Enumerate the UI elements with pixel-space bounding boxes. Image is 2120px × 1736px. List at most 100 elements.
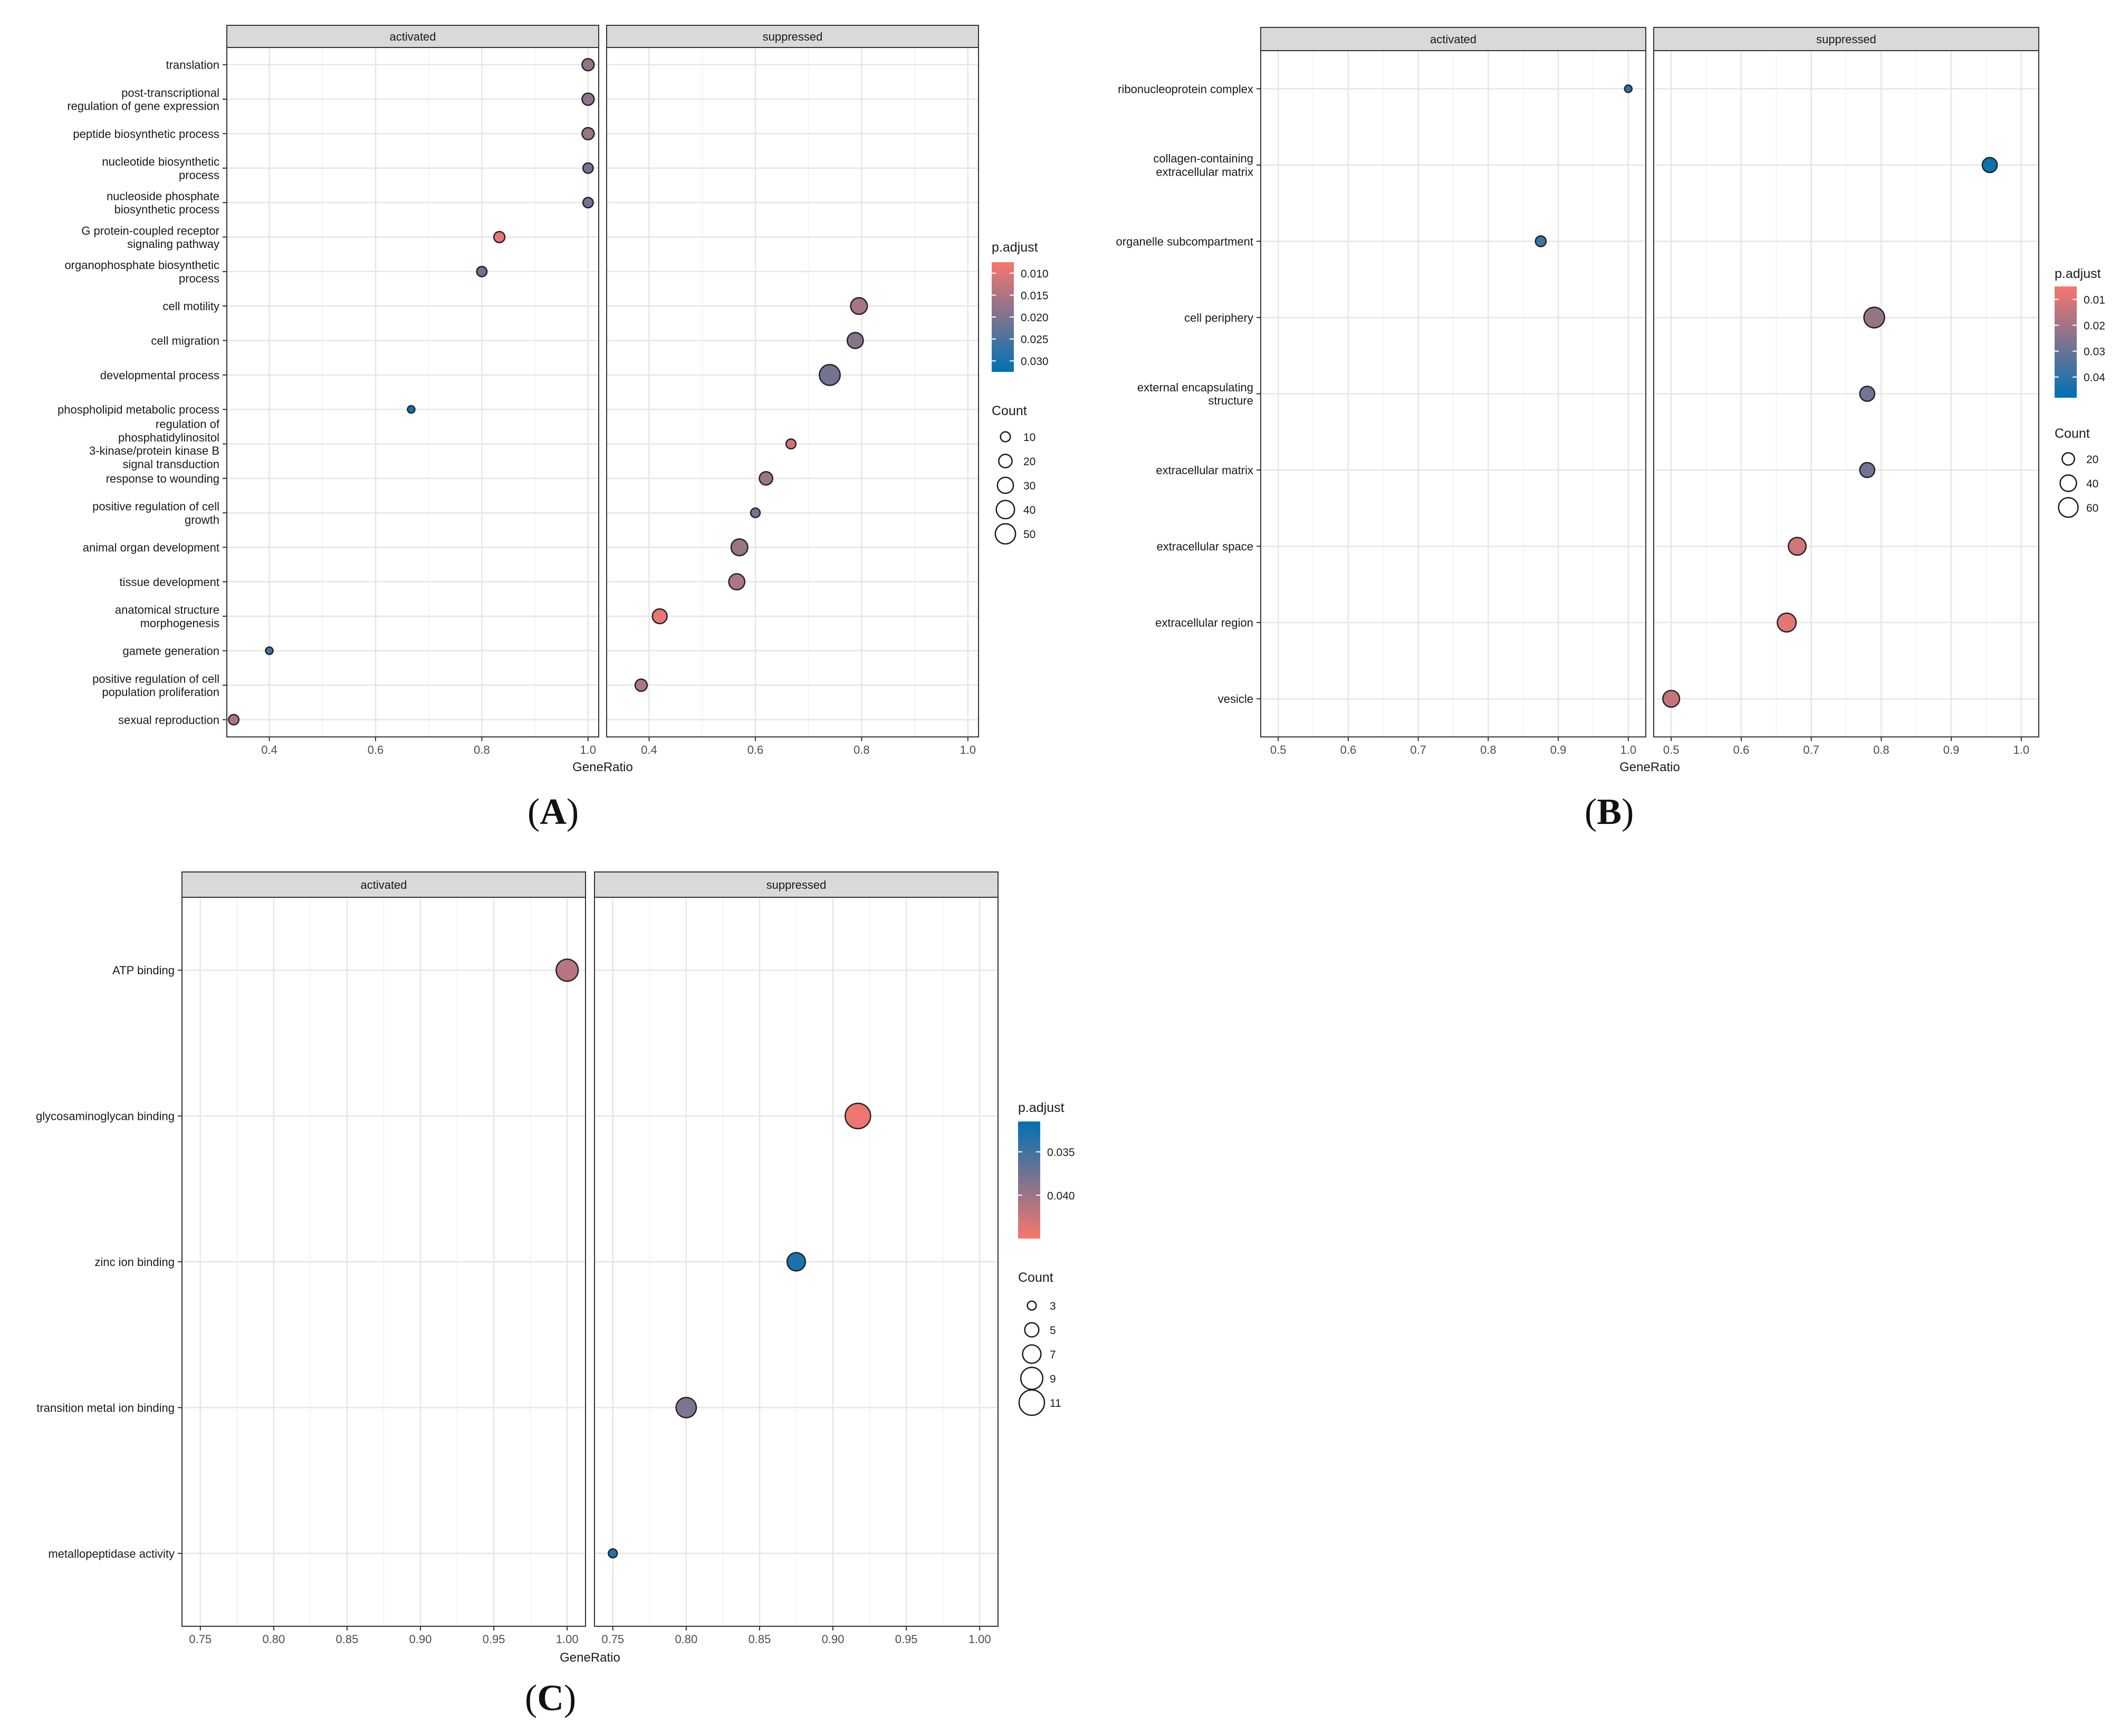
y-tick-label-line: nucleoside phosphate [107, 189, 219, 203]
facet-label-suppressed: suppressed [1816, 33, 1876, 46]
facet-label-activated: activated [1430, 33, 1476, 46]
size-legend-circle [1020, 1366, 1044, 1390]
facet-strip-activated [1260, 27, 1646, 51]
color-legend-label: 0.020 [1021, 312, 1049, 324]
y-tick-label-line: sexual reproduction [118, 713, 219, 726]
size-legend-label: 20 [2086, 454, 2098, 466]
panel-border [1653, 50, 2039, 737]
y-tick-label-line: G protein-coupled receptor [81, 224, 219, 237]
y-tick-label-line: tissue development [119, 576, 219, 589]
size-legend-circle [994, 523, 1016, 545]
y-tick-label: vesicle [1218, 693, 1253, 706]
y-tick-label: transition metal ion binding [36, 1401, 175, 1414]
y-tick-label: positive regulation of cell population pr… [92, 672, 219, 698]
caption-a: (A) [527, 792, 579, 832]
data-point [581, 92, 595, 106]
y-tick-label: peptide biosynthetic process [73, 127, 219, 140]
size-legend-label: 7 [1050, 1349, 1056, 1361]
data-point [228, 714, 240, 726]
color-legend-label: 0.035 [1047, 1147, 1075, 1159]
size-legend-circle [2058, 497, 2079, 518]
y-tick-label: cell motility [162, 300, 219, 313]
y-tick-label-line: transition metal ion binding [36, 1401, 175, 1414]
color-legend: p.adjust 0.010 0.015 0.020 0.025 0.030 [992, 240, 1049, 372]
data-point [845, 1102, 871, 1129]
y-tick-label: tissue development [119, 576, 219, 589]
x-tick-label: 1.0 [960, 743, 976, 756]
data-point [1859, 386, 1876, 402]
y-tick-label: external encapsulating structure [1137, 381, 1253, 407]
data-point [407, 405, 416, 414]
color-bar [2055, 286, 2077, 398]
facet-strip-activated [226, 25, 599, 48]
data-point [582, 162, 594, 174]
y-tick-label-line: morphogenesis [140, 617, 219, 630]
y-tick-label-line: zinc ion binding [94, 1255, 175, 1269]
size-legend-label: 3 [1050, 1300, 1056, 1312]
y-tick-label: organelle subcompartment [1116, 235, 1253, 248]
x-tick-label: 0.90 [822, 1633, 845, 1646]
size-legend: Count 20 40 60 [2055, 426, 2098, 518]
x-tick-label: 1.0 [580, 743, 597, 756]
size-legend-title: Count [1018, 1270, 1053, 1285]
x-tick-label: 0.8 [1873, 743, 1889, 756]
y-tick-label-line: extracellular space [1157, 540, 1253, 553]
y-tick-label: developmental process [100, 369, 219, 382]
y-tick-label: extracellular region [1155, 616, 1253, 629]
panel-c: activated 0.75 0.80 0.85 0.90 0.95 1.00 suppres… [36, 871, 1075, 1665]
y-tick-label-line: extracellular region [1155, 616, 1253, 629]
size-legend-circle [1024, 1322, 1040, 1338]
caption-c-letter: C [537, 1678, 564, 1719]
x-axis-title: GeneRatio [560, 1651, 620, 1665]
y-tick-label: extracellular space [1157, 540, 1253, 553]
color-legend: p.adjust 0.035 0.040 [1018, 1100, 1075, 1239]
x-tick-label: 0.8 [853, 743, 870, 756]
y-tick-label-line: signaling pathway [127, 237, 219, 251]
color-legend-title: p.adjust [992, 240, 1038, 255]
data-point [786, 1252, 807, 1272]
x-tick-label: 0.8 [1480, 743, 1497, 756]
data-point [819, 363, 841, 386]
data-point [581, 127, 595, 141]
panel-b: activated 0.5 0.6 0.7 0.8 0.9 1.0 suppressed 0.5… [1116, 27, 2105, 774]
facet-label-activated: activated [389, 30, 436, 43]
y-tick-label-line: 3-kinase/protein kinase B [89, 444, 219, 457]
x-tick-label: 1.0 [2013, 743, 2030, 756]
y-tick-label-line: cell migration [151, 334, 219, 347]
y-tick-label: response to wounding [106, 472, 219, 485]
y-tick-label: metallopeptidase activity [48, 1547, 175, 1560]
panel-border [226, 47, 599, 737]
y-tick-label-line: nucleotide biosynthetic [102, 155, 219, 168]
size-legend-label: 30 [1023, 480, 1035, 492]
plot-background [607, 47, 979, 737]
color-bar [1018, 1121, 1040, 1239]
size-legend-label: 5 [1050, 1325, 1056, 1337]
size-legend-circle [1018, 1389, 1045, 1416]
facet-label-suppressed: suppressed [763, 30, 823, 43]
y-tick-label-line: process [179, 168, 219, 181]
data-point [1981, 157, 1998, 174]
y-tick-label-line: gamete generation [123, 645, 219, 658]
y-tick-label: animal organ development [83, 541, 219, 554]
panel-border [594, 897, 999, 1627]
y-tick-label: glycosaminoglycan binding [36, 1110, 175, 1123]
x-tick-label: 0.80 [675, 1633, 697, 1646]
y-tick-label-line: population proliferation [102, 686, 219, 699]
y-tick-label-line: cell periphery [1184, 311, 1253, 324]
y-tick-label-line: glycosaminoglycan binding [36, 1110, 175, 1123]
data-point [785, 438, 797, 450]
x-tick-label: 0.75 [601, 1633, 624, 1646]
y-tick-label-line: anatomical structure [115, 603, 219, 617]
data-point [555, 958, 579, 982]
size-legend-label: 11 [1050, 1397, 1061, 1409]
y-tick-label-line: organophosphate biosynthetic [64, 258, 219, 272]
x-tick-label: 0.5 [1270, 743, 1287, 756]
size-legend-circle [996, 476, 1014, 494]
data-point [730, 538, 749, 557]
y-tick-label-line: structure [1208, 394, 1253, 407]
y-tick-label-line: ribonucleoprotein complex [1118, 82, 1253, 95]
data-point [265, 646, 274, 655]
x-axis-title: GeneRatio [1619, 760, 1680, 774]
caption-c: (C) [525, 1678, 577, 1719]
x-tick-label: 0.5 [1663, 743, 1680, 756]
